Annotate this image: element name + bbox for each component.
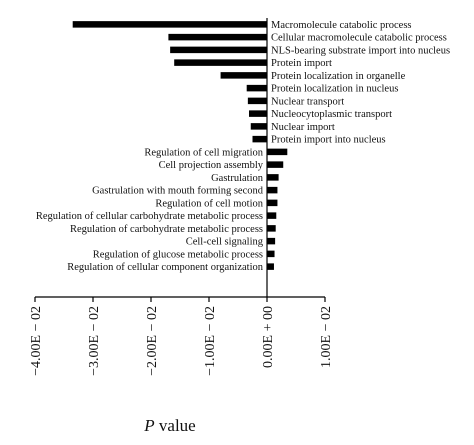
x-tick-label-4: −1.00E − 02 bbox=[203, 306, 218, 376]
category-label-10: Protein import into nucleus bbox=[271, 135, 386, 146]
x-tick-label-6: 1.00E − 02 bbox=[319, 306, 334, 368]
category-label-11: Regulation of cell migration bbox=[144, 147, 263, 158]
bar-4 bbox=[174, 59, 267, 66]
category-label-3: NLS-bearing substrate import into nucleu… bbox=[271, 45, 450, 56]
bar-6 bbox=[246, 84, 267, 92]
bar-1 bbox=[72, 21, 267, 28]
category-label-1: Macromolecule catabolic process bbox=[271, 20, 412, 31]
bar-8 bbox=[249, 110, 267, 117]
category-label-2: Cellular macromolecule catabolic process bbox=[271, 33, 447, 44]
bar-14 bbox=[267, 186, 278, 194]
x-axis-label: P value bbox=[143, 416, 195, 435]
bar-12 bbox=[267, 161, 284, 168]
category-label-13: Gastrulation bbox=[211, 173, 264, 184]
category-label-9: Nuclear import bbox=[271, 122, 335, 133]
category-label-15: Regulation of cell motion bbox=[155, 198, 263, 209]
bar-2 bbox=[168, 33, 267, 41]
bar-13 bbox=[267, 174, 279, 181]
bar-19 bbox=[267, 250, 275, 258]
x-tick-label-5: 0.00E + 00 bbox=[261, 306, 276, 368]
bar-7 bbox=[247, 97, 267, 105]
bar-3 bbox=[170, 46, 267, 54]
category-label-8: Nucleocytoplasmic transport bbox=[271, 109, 392, 120]
category-label-14: Gastrulation with mouth forming second bbox=[92, 186, 264, 197]
category-label-20: Regulation of cellular component organiz… bbox=[67, 262, 263, 273]
category-label-12: Cell projection assembly bbox=[159, 160, 264, 171]
category-label-6: Protein localization in nucleus bbox=[271, 84, 398, 95]
bar-5 bbox=[220, 72, 267, 79]
category-label-7: Nuclear transport bbox=[271, 96, 344, 107]
category-label-18: Cell-cell signaling bbox=[186, 237, 264, 248]
category-label-4: Protein import bbox=[271, 58, 332, 69]
category-label-19: Regulation of glucose metabolic process bbox=[93, 249, 263, 260]
category-label-17: Regulation of carbohydrate metabolic pro… bbox=[70, 224, 263, 235]
bar-10 bbox=[252, 135, 267, 143]
x-tick-label-1: −4.00E − 02 bbox=[29, 306, 44, 376]
bar-16 bbox=[267, 212, 277, 219]
bar-20 bbox=[267, 263, 274, 270]
bar-15 bbox=[267, 199, 278, 207]
bar-9 bbox=[250, 123, 267, 130]
category-label-5: Protein localization in organelle bbox=[271, 71, 406, 82]
bar-11 bbox=[267, 148, 288, 156]
bar-17 bbox=[267, 225, 276, 232]
x-axis-label-rest: value bbox=[155, 416, 196, 435]
x-tick-label-3: −2.00E − 02 bbox=[145, 306, 160, 376]
category-label-16: Regulation of cellular carbohydrate meta… bbox=[36, 211, 263, 222]
bars bbox=[72, 21, 288, 270]
x-tick-label-2: −3.00E − 02 bbox=[87, 306, 102, 376]
bar-18 bbox=[267, 237, 276, 245]
x-axis-label-italic: P bbox=[143, 416, 154, 435]
x-ticks: −4.00E − 02 −3.00E − 02 −2.00E − 02 −1.00E … bbox=[29, 297, 334, 376]
category-labels: Macromolecule catabolic process Cellular … bbox=[36, 20, 450, 273]
